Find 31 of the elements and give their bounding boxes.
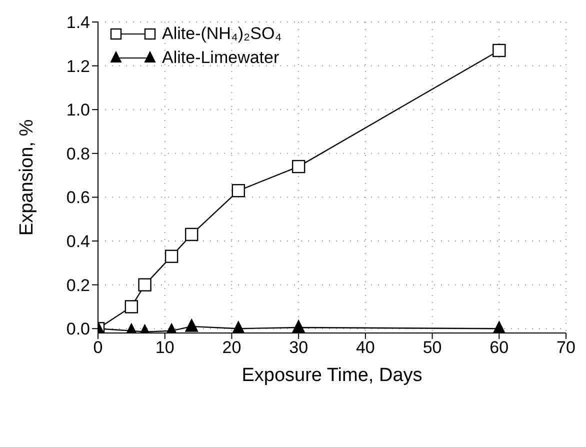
x-tick-label: 30 <box>289 338 308 358</box>
y-tick-label: 0.0 <box>66 320 90 339</box>
point <box>232 184 245 198</box>
x-tick-label: 20 <box>222 338 242 358</box>
point <box>164 250 178 263</box>
y-axis-title: Expansion, % <box>16 119 38 236</box>
y-tick-label: 0.6 <box>66 188 90 208</box>
x-tick-label: 10 <box>155 338 174 358</box>
point <box>292 160 306 174</box>
point <box>185 318 198 332</box>
x-axis-title: Exposure Time, Days <box>242 365 422 386</box>
legend-label: Alite-Limewater <box>162 48 280 68</box>
point <box>492 44 506 58</box>
y-tick-label: 1.0 <box>66 100 90 120</box>
x-tick-label: 0 <box>93 338 103 358</box>
x-tick-label: 70 <box>556 338 576 358</box>
y-tick-label: 1.4 <box>66 13 90 32</box>
point <box>492 321 506 333</box>
point <box>185 228 198 242</box>
y-tick-label: 0.4 <box>66 232 90 252</box>
y-tick-label: 0.8 <box>66 144 90 164</box>
point <box>232 321 245 333</box>
x-tick-label: 50 <box>422 338 442 358</box>
legend-label: Alite-(NH₄)₂SO₄ <box>162 24 282 44</box>
x-tick-label: 40 <box>356 338 375 358</box>
x-tick-label: 60 <box>490 338 509 358</box>
point <box>292 320 306 333</box>
y-tick-label: 1.2 <box>66 56 90 76</box>
point <box>124 300 138 314</box>
y-tick-label: 0.2 <box>66 276 90 295</box>
point <box>138 278 152 292</box>
